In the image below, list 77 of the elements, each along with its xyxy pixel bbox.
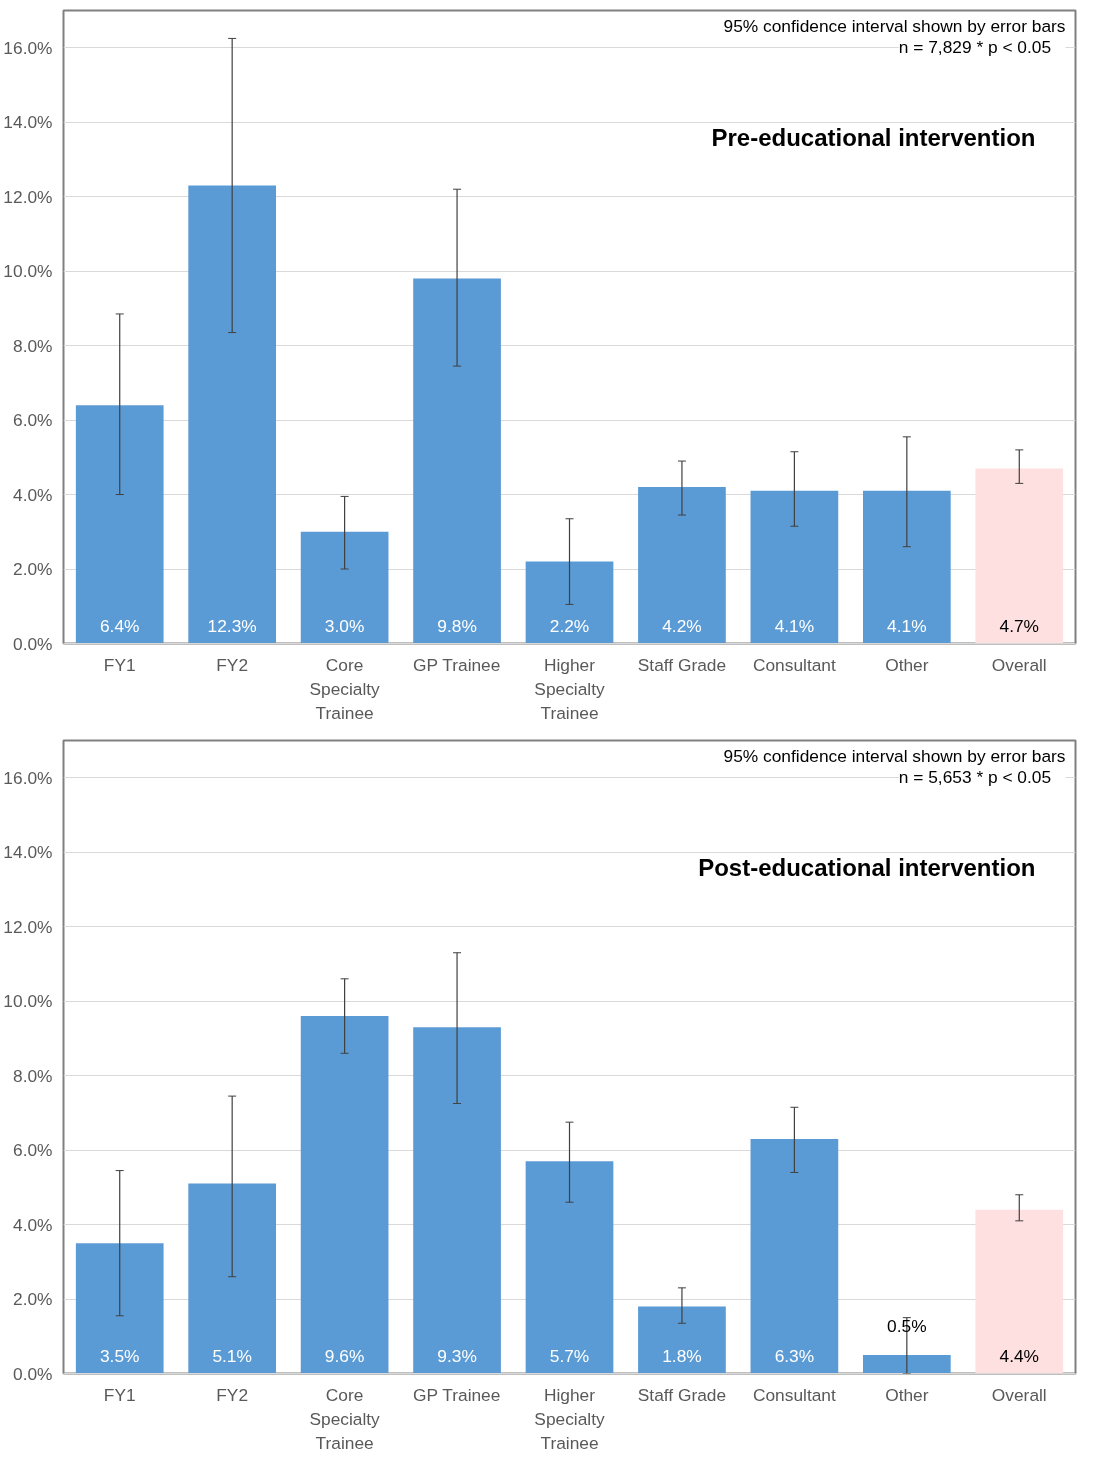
y-tick-label: 12.0%	[3, 186, 53, 207]
annotation: n = 7,829 * p < 0.05	[898, 36, 1052, 57]
bar	[525, 561, 614, 644]
y-tick-label: 0.0%	[13, 1363, 53, 1384]
bar	[75, 1243, 164, 1374]
data-label: 4.4%	[999, 1345, 1040, 1366]
bar	[975, 468, 1064, 644]
bar	[413, 1027, 501, 1374]
x-tick-label: Staff Grade	[637, 654, 727, 675]
x-tick-label: Overall	[991, 1384, 1047, 1405]
x-tick-label: Higher Specialty Trainee	[534, 1384, 605, 1453]
y-tick-label: 10.0%	[3, 991, 53, 1012]
y-tick-label: 14.0%	[3, 842, 53, 863]
x-tick-label: GP Trainee	[413, 654, 501, 675]
data-label: 5.1%	[212, 1345, 252, 1366]
data-label: 3.0%	[324, 615, 365, 636]
x-tick-label: Higher Specialty Trainee	[534, 654, 605, 723]
data-label: 4.7%	[999, 615, 1040, 636]
x-tick-label: Overall	[991, 654, 1047, 675]
bar	[750, 1138, 839, 1374]
x-tick-label: GP Trainee	[413, 1384, 501, 1405]
x-tick-label: FY1	[103, 654, 136, 675]
y-tick-label: 6.0%	[13, 1140, 53, 1161]
data-label: 12.3%	[207, 615, 257, 636]
data-label: 4.1%	[887, 615, 927, 636]
y-tick-label: 16.0%	[3, 767, 53, 788]
x-tick-label: Core Specialty Trainee	[309, 1384, 381, 1453]
y-tick-label: 8.0%	[13, 335, 53, 356]
text: Pre-educational intervention	[711, 123, 1036, 151]
annotation: n = 5,653 * p < 0.05	[898, 766, 1052, 787]
x-tick-label: Staff Grade	[637, 1384, 727, 1405]
data-label: 2.2%	[549, 615, 590, 636]
bar	[413, 278, 501, 644]
bar	[188, 185, 277, 644]
x-tick-label: Core Specialty Trainee	[309, 654, 381, 723]
bar	[975, 1209, 1064, 1374]
bar	[188, 1183, 277, 1374]
data-label: 9.6%	[324, 1345, 365, 1366]
y-tick-label: 4.0%	[13, 484, 53, 505]
y-tick-label: 4.0%	[13, 1214, 53, 1235]
text: Post-educational intervention	[698, 853, 1036, 881]
y-tick-label: 6.0%	[13, 410, 53, 431]
data-label: 3.5%	[99, 1345, 140, 1366]
bar	[862, 1354, 951, 1374]
y-tick-label: 2.0%	[13, 559, 53, 580]
bar	[75, 405, 164, 644]
data-label: 1.8%	[662, 1345, 702, 1366]
y-tick-label: 8.0%	[13, 1065, 53, 1086]
bar	[638, 1306, 726, 1374]
y-tick-label: 12.0%	[3, 916, 53, 937]
data-label: 4.1%	[774, 615, 815, 636]
data-label: 4.2%	[662, 615, 702, 636]
annotation: 95% confidence interval shown by error bars	[723, 15, 1066, 36]
x-tick-label: Consultant	[752, 654, 836, 675]
y-tick-label: 2.0%	[13, 1289, 53, 1310]
y-tick-label: 16.0%	[3, 37, 53, 58]
x-tick-label: Consultant	[752, 1384, 836, 1405]
annotation: 95% confidence interval shown by error bars	[723, 745, 1066, 766]
x-tick-label: Other	[885, 1384, 929, 1405]
x-tick-label: Other	[885, 654, 929, 675]
data-label: 9.3%	[437, 1345, 477, 1366]
data-label: 6.4%	[99, 615, 140, 636]
x-tick-label: FY2	[216, 654, 249, 675]
y-tick-label: 0.0%	[13, 633, 53, 654]
y-tick-label: 14.0%	[3, 112, 53, 133]
bar	[300, 531, 389, 644]
y-tick-label: 10.0%	[3, 261, 53, 282]
data-label: 9.8%	[437, 615, 477, 636]
bar	[638, 487, 726, 644]
bar	[525, 1161, 614, 1374]
data-label: 6.3%	[774, 1345, 815, 1366]
x-tick-label: FY2	[216, 1384, 249, 1405]
bar	[300, 1016, 389, 1374]
bar	[750, 490, 839, 644]
data-label: 5.7%	[549, 1345, 590, 1366]
x-tick-label: FY1	[103, 1384, 136, 1405]
bar	[862, 490, 951, 644]
